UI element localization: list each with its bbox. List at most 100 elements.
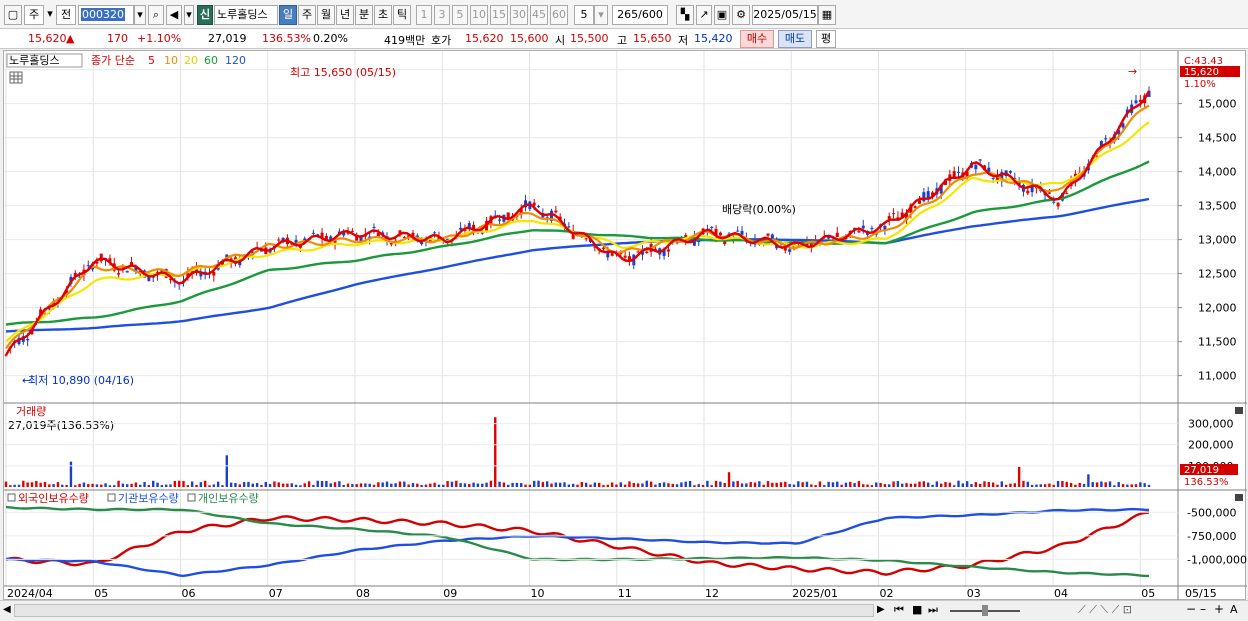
code-dropdown-icon[interactable]: ▾ <box>134 5 146 25</box>
table-toggle-icon[interactable] <box>9 71 23 84</box>
draw-tools-icon[interactable]: ⟋ ⟋ ⟍ ⟋ ⊡ <box>1078 603 1133 616</box>
candle-body <box>1047 192 1051 194</box>
volume-bar <box>862 484 865 487</box>
holdings-pane-close-icon[interactable] <box>1235 494 1243 501</box>
scroll-track[interactable] <box>14 604 874 617</box>
volume-bar <box>1009 483 1012 487</box>
low-label: 저 <box>678 34 689 47</box>
zoom-out-icon[interactable]: − <box>1186 602 1197 616</box>
ma-120-label: 120 <box>225 54 246 67</box>
auto-scale-icon[interactable]: A <box>1230 603 1238 616</box>
hoga-label: 호가 <box>431 34 452 47</box>
stop-icon[interactable]: ■ <box>912 603 923 616</box>
volume-bar <box>156 482 159 487</box>
candle-body <box>892 213 896 215</box>
eval-button[interactable]: 평 <box>816 30 836 48</box>
candle-body <box>411 232 415 239</box>
volume-bar <box>926 482 930 487</box>
volume-bar <box>437 484 441 487</box>
interval-tab-6[interactable]: 45 <box>530 5 548 25</box>
candle-body <box>723 240 727 245</box>
fast-forward-icon[interactable]: ⏭ <box>928 603 938 616</box>
scroll-right-icon[interactable]: ▶ <box>877 604 885 615</box>
volume-bar <box>1121 484 1125 487</box>
count-field[interactable]: 265/600 <box>612 5 668 25</box>
volume-pane-close-icon[interactable] <box>1235 407 1243 414</box>
period-type-select[interactable]: 주 <box>24 5 44 25</box>
stock-chart[interactable]: 노루홀딩스 종가 단순 5 10 20 60 120 최고 15,650 (05… <box>4 51 1247 601</box>
speaker-icon[interactable]: ◀ <box>166 5 182 25</box>
interval-tab-1[interactable]: 3 <box>434 5 450 25</box>
x-axis-label: 06 <box>182 587 196 600</box>
volume-bar <box>1069 482 1073 487</box>
sell-button[interactable]: 매도 <box>778 30 812 48</box>
volume-bar <box>359 483 363 487</box>
buy-button[interactable]: 매수 <box>740 30 774 48</box>
volume-bar <box>507 484 510 487</box>
period-tab-5[interactable]: 초 <box>374 5 392 25</box>
dropdown-icon[interactable]: ▾ <box>47 7 53 20</box>
interval-tab-7[interactable]: 60 <box>550 5 568 25</box>
interval-tab-0[interactable]: 1 <box>416 5 432 25</box>
low-price: 15,420 <box>694 32 733 45</box>
save-icon[interactable]: ▣ <box>714 5 730 25</box>
volume-bar <box>974 482 978 487</box>
candle-body <box>1026 190 1030 194</box>
settings-gear-icon[interactable]: ⚙ <box>732 5 750 25</box>
volume-bar <box>117 480 120 487</box>
volume-bar <box>1056 480 1060 487</box>
period-tab-6[interactable]: 틱 <box>393 5 411 25</box>
candle-body <box>376 233 380 237</box>
volume-bar <box>152 480 155 487</box>
volume-bar <box>1113 485 1116 487</box>
volume-bar <box>494 417 497 487</box>
interval-tab-5[interactable]: 30 <box>510 5 528 25</box>
volume-bar <box>234 483 237 487</box>
stock-code-input[interactable]: 000320 <box>78 5 134 25</box>
volume-bar <box>229 482 233 487</box>
candle-body <box>324 235 328 241</box>
candle-body <box>922 192 926 202</box>
volume-bar <box>779 482 783 487</box>
rewind-icon[interactable]: ⏮ <box>894 603 904 616</box>
calendar-icon[interactable]: ▦ <box>818 5 836 25</box>
volume-bar <box>273 481 276 487</box>
stock-name-field[interactable]: 노루홀딩스 <box>214 5 278 25</box>
prev-button[interactable]: 전 <box>56 5 76 25</box>
window-icon[interactable]: ▢ <box>4 5 22 25</box>
interval-input[interactable]: 5 <box>574 5 594 25</box>
interval-dropdown-icon[interactable]: ▾ <box>594 5 608 25</box>
candle-body <box>887 216 891 220</box>
period-tab-2[interactable]: 월 <box>317 5 335 25</box>
zoom-in-icon[interactable]: + <box>1214 602 1225 616</box>
interval-tab-4[interactable]: 15 <box>490 5 508 25</box>
legend-box-icon <box>7 493 16 502</box>
period-tab-4[interactable]: 분 <box>355 5 373 25</box>
chart-area[interactable]: 노루홀딩스 종가 단순 5 10 20 60 120 최고 15,650 (05… <box>3 50 1247 601</box>
interval-tab-3[interactable]: 10 <box>470 5 488 25</box>
candle-body <box>17 337 21 345</box>
horizontal-scrollbar[interactable]: ◀ ▶ ⏮ ■ ⏭ ⟋ ⟋ ⟍ ⟋ ⊡ − – + A <box>0 600 1248 621</box>
volume-bar <box>333 482 337 487</box>
scroll-left-icon[interactable]: ◀ <box>3 604 11 615</box>
candle-body <box>926 191 930 198</box>
candle-body <box>1134 100 1138 104</box>
period-tab-1[interactable]: 주 <box>298 5 316 25</box>
volume-bar <box>965 481 969 487</box>
search-icon[interactable]: ⌕ <box>148 5 164 25</box>
indicator-icon[interactable]: ▚ <box>676 5 694 25</box>
volume-bar <box>1026 481 1029 487</box>
period-tab-0[interactable]: 일 <box>279 5 297 25</box>
zoom-slider-handle[interactable] <box>982 605 988 616</box>
candle-body <box>147 275 151 281</box>
volume-bar <box>195 484 198 487</box>
speaker-dropdown-icon[interactable]: ▾ <box>184 5 194 25</box>
stock-label-box <box>6 53 83 68</box>
high-annotation: 최고 15,650 (05/15) <box>290 66 396 79</box>
period-tab-3[interactable]: 년 <box>336 5 354 25</box>
zoom-minus-icon[interactable]: – <box>1200 602 1206 616</box>
date-field[interactable]: 2025/05/15 <box>752 5 818 25</box>
draw-line-icon[interactable]: ↗ <box>696 5 712 25</box>
volume-bar <box>169 484 172 487</box>
interval-tab-2[interactable]: 5 <box>452 5 468 25</box>
